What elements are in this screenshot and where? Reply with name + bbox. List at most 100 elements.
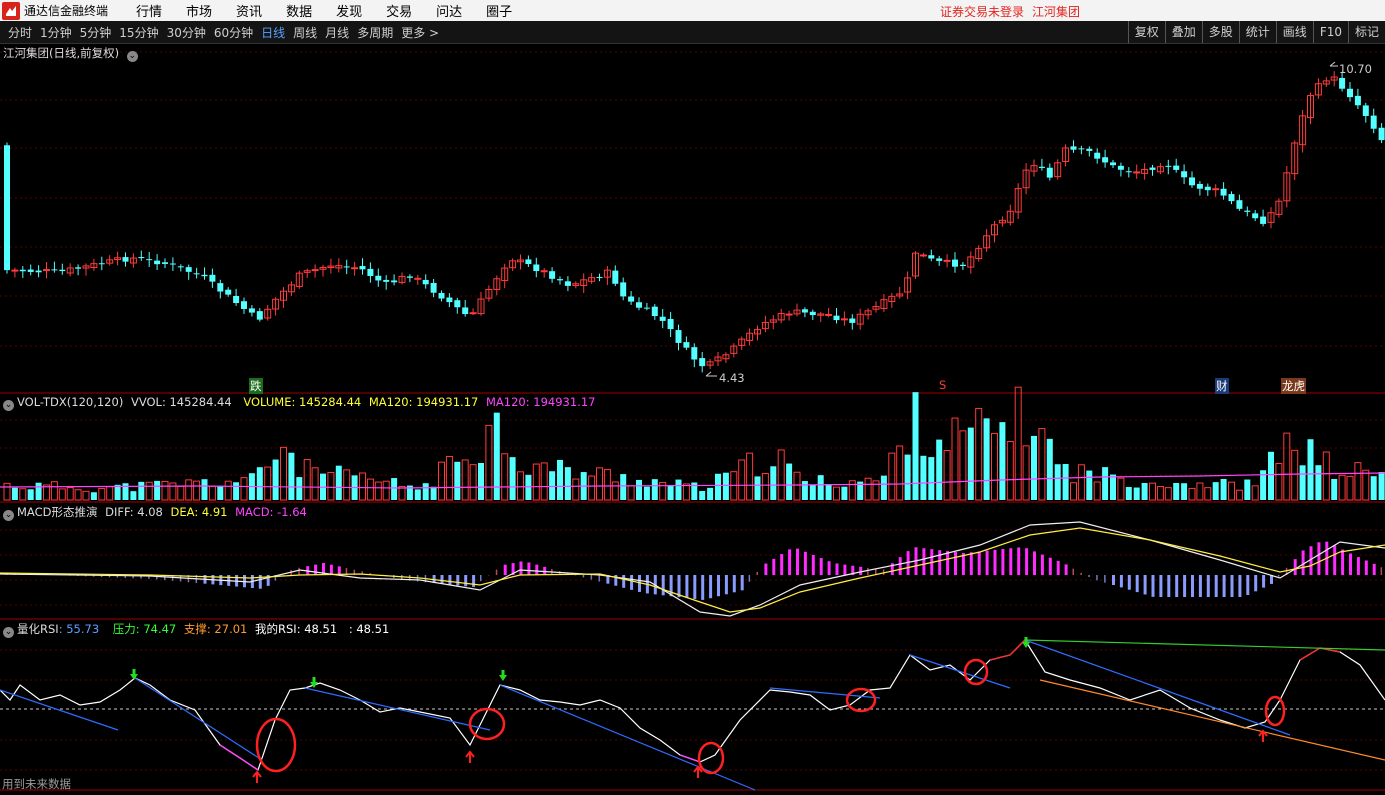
macd-bar: [843, 564, 847, 575]
volume-bar: [50, 481, 58, 501]
volume-bar: [256, 467, 263, 500]
macd-bar: [1017, 547, 1021, 575]
volume-bar: [1086, 470, 1093, 500]
volume-bar: [1070, 482, 1077, 501]
menu-item-faxian[interactable]: 发现: [336, 5, 363, 20]
volume-bar: [224, 480, 232, 501]
volume-bar: [833, 486, 840, 501]
volume-bar: [715, 473, 721, 500]
candle-body: [880, 299, 888, 309]
candle-body: [1362, 105, 1369, 116]
candle-body: [1299, 115, 1307, 146]
chevron-down-icon[interactable]: ⌄: [3, 510, 14, 521]
volume-bar: [983, 418, 990, 500]
menu-item-zixun[interactable]: 资讯: [236, 5, 263, 20]
macd-bar: [1191, 575, 1194, 597]
candle-body: [1117, 165, 1124, 170]
volume-bar: [825, 484, 832, 500]
volume-bar: [1370, 476, 1377, 500]
candle-body: [1141, 169, 1149, 174]
menu-item-jiaoyi[interactable]: 交易: [386, 5, 413, 20]
macd-bar: [274, 575, 277, 581]
candle-body: [888, 295, 896, 302]
menu-item-wenda[interactable]: 问达: [436, 5, 463, 20]
period-multi[interactable]: 多周期: [357, 25, 394, 40]
macd-bar: [954, 552, 957, 575]
chevron-down-icon[interactable]: ⌄: [3, 400, 14, 411]
volume-bar: [659, 481, 667, 501]
candle-body: [311, 269, 319, 272]
candle-body: [438, 292, 445, 299]
period-weekly[interactable]: 周线: [293, 25, 318, 40]
volume-bar: [11, 487, 18, 500]
tool-diejia[interactable]: 叠加: [1164, 21, 1202, 43]
macd-bar: [740, 575, 744, 591]
candle-body: [588, 277, 596, 282]
period-daily[interactable]: 日线: [261, 25, 286, 40]
tool-fuquan[interactable]: 复权: [1127, 21, 1165, 43]
marker-s[interactable]: S: [939, 378, 947, 392]
menu-bar: 通达信金融终端 行情 市场 资讯 数据 发现 交易 问达 圈子 证券交易未登录 …: [0, 0, 1385, 21]
menu-item-shuju[interactable]: 数据: [286, 5, 313, 20]
vvol-label: VVOL: 145284.44: [130, 395, 232, 409]
volume-bar: [1204, 487, 1212, 501]
candle-body: [51, 269, 58, 271]
menu-item-shichang[interactable]: 市场: [186, 5, 213, 20]
marker-die[interactable]: 跌: [249, 378, 263, 394]
volume-bar: [1125, 487, 1132, 500]
macd-bar: [1119, 575, 1123, 588]
candle-body: [643, 307, 650, 309]
period-5min[interactable]: 5分钟: [79, 25, 112, 40]
tool-f10[interactable]: F10: [1312, 21, 1348, 43]
candle-body: [1181, 171, 1188, 178]
candle-body: [596, 277, 603, 279]
rsi-trendline: [304, 687, 491, 731]
macd-bar: [535, 564, 539, 575]
volume-bar: [1322, 451, 1330, 501]
volume-bar: [1046, 438, 1053, 500]
marker-cai[interactable]: 财: [1215, 378, 1229, 394]
volume-bar: [485, 424, 493, 501]
candle-body: [1038, 166, 1045, 168]
macd-bar: [1175, 575, 1179, 597]
candle-body: [706, 361, 714, 366]
period-fenshi[interactable]: 分时: [8, 25, 33, 40]
candle-body: [817, 313, 825, 316]
period-monthly[interactable]: 月线: [325, 25, 350, 40]
macd-bar: [322, 563, 325, 575]
support-label: 支撑: 27.01: [183, 622, 248, 636]
candle-body: [162, 262, 168, 264]
period-30min[interactable]: 30分钟: [166, 25, 206, 40]
marker-longhu[interactable]: 龙虎: [1281, 378, 1306, 394]
tool-huaxian[interactable]: 画线: [1275, 21, 1313, 43]
macd-bar: [329, 564, 333, 575]
period-60min[interactable]: 60分钟: [213, 25, 254, 40]
period-1min[interactable]: 1分钟: [40, 25, 72, 40]
tool-tongji[interactable]: 统计: [1238, 21, 1276, 43]
candle-body: [1173, 165, 1180, 170]
volume-bar: [43, 484, 50, 501]
candle-body: [517, 259, 524, 263]
volume-bar: [967, 427, 974, 500]
candle-body: [1062, 147, 1070, 162]
macd-bar: [638, 575, 641, 592]
menu-item-hangqing[interactable]: 行情: [136, 5, 163, 20]
macd-bar: [1159, 575, 1163, 597]
login-status[interactable]: 证券交易未登录: [940, 5, 1025, 19]
tool-duogu[interactable]: 多股: [1201, 21, 1239, 43]
period-15min[interactable]: 15分钟: [119, 25, 159, 40]
macd-bar: [124, 575, 126, 578]
volume-bar: [1062, 464, 1069, 500]
menu-item-quanzi[interactable]: 圈子: [486, 5, 513, 20]
candle-body: [1220, 188, 1227, 196]
chevron-down-icon[interactable]: ⌄: [3, 627, 14, 638]
tool-biaoji[interactable]: 标记: [1347, 21, 1385, 43]
chevron-down-icon[interactable]: ⌄: [126, 51, 138, 62]
period-more[interactable]: 更多 >: [401, 25, 440, 40]
volume-bar: [880, 475, 887, 500]
sell-arrow-icon: [1022, 637, 1030, 648]
macd-bar: [827, 561, 831, 575]
macd-bar: [1349, 553, 1352, 575]
rsi-support-line: [1039, 679, 1385, 761]
